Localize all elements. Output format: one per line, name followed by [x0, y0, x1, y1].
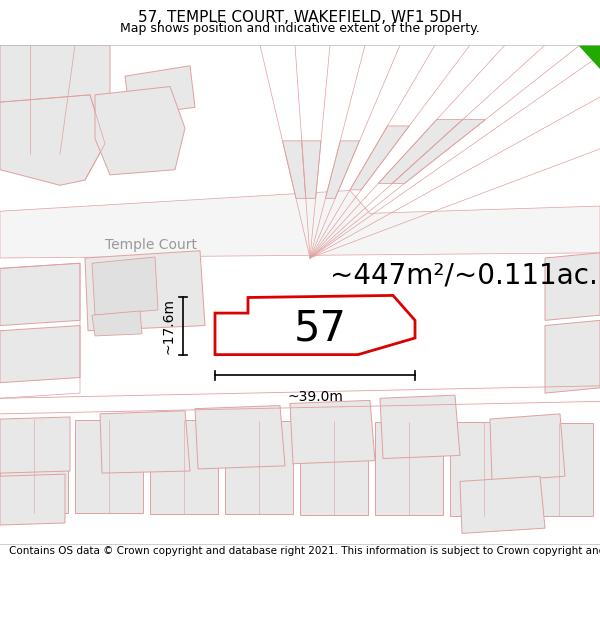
Polygon shape: [302, 141, 321, 198]
Polygon shape: [0, 419, 68, 512]
Polygon shape: [545, 253, 600, 321]
Polygon shape: [0, 45, 110, 154]
Polygon shape: [100, 411, 190, 473]
Polygon shape: [375, 422, 443, 515]
Polygon shape: [150, 420, 218, 514]
Polygon shape: [300, 421, 368, 514]
Polygon shape: [283, 141, 306, 198]
Polygon shape: [490, 414, 565, 481]
Text: 57: 57: [293, 308, 346, 349]
Polygon shape: [85, 251, 205, 331]
Polygon shape: [95, 86, 185, 175]
Polygon shape: [0, 474, 65, 525]
Polygon shape: [290, 401, 375, 464]
Polygon shape: [195, 406, 285, 469]
Polygon shape: [225, 421, 293, 514]
Polygon shape: [378, 119, 463, 184]
Polygon shape: [0, 95, 105, 185]
Text: ~17.6m: ~17.6m: [161, 298, 175, 354]
Polygon shape: [545, 321, 600, 393]
Text: Contains OS data © Crown copyright and database right 2021. This information is : Contains OS data © Crown copyright and d…: [9, 546, 600, 556]
Polygon shape: [392, 119, 485, 184]
Polygon shape: [525, 422, 593, 516]
Polygon shape: [0, 326, 80, 382]
Polygon shape: [460, 476, 545, 533]
Polygon shape: [0, 263, 80, 326]
Polygon shape: [0, 417, 70, 473]
Polygon shape: [0, 191, 600, 258]
Polygon shape: [450, 422, 518, 516]
Polygon shape: [350, 126, 409, 190]
Polygon shape: [92, 257, 158, 315]
Polygon shape: [92, 311, 142, 336]
Polygon shape: [75, 419, 143, 513]
Polygon shape: [215, 296, 415, 354]
Text: 57, TEMPLE COURT, WAKEFIELD, WF1 5DH: 57, TEMPLE COURT, WAKEFIELD, WF1 5DH: [138, 10, 462, 25]
Text: ~447m²/~0.111ac.: ~447m²/~0.111ac.: [330, 262, 598, 289]
Text: Map shows position and indicative extent of the property.: Map shows position and indicative extent…: [120, 22, 480, 35]
Text: ~39.0m: ~39.0m: [287, 390, 343, 404]
Polygon shape: [125, 66, 195, 116]
Polygon shape: [579, 45, 600, 68]
Polygon shape: [380, 395, 460, 459]
Text: Temple Court: Temple Court: [105, 238, 197, 251]
Polygon shape: [325, 141, 359, 198]
